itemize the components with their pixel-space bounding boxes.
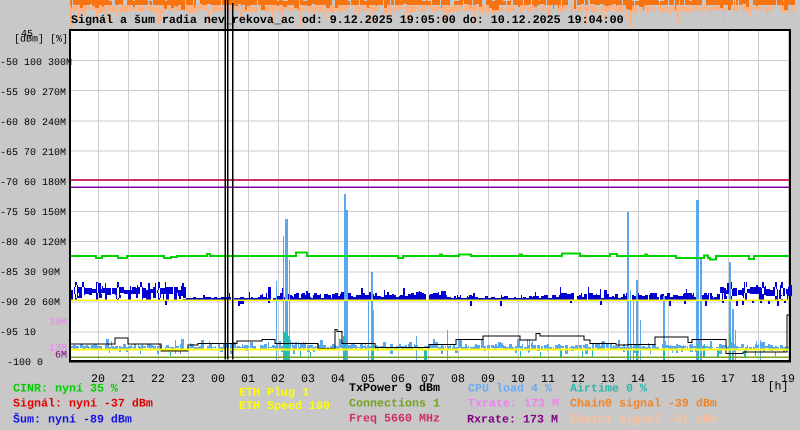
svg-text:23: 23 — [181, 373, 195, 386]
svg-text:-60 80 240M: -60 80 240M — [0, 118, 66, 129]
svg-text:01: 01 — [241, 373, 255, 386]
svg-text:13M: 13M — [49, 344, 67, 355]
svg-text:06: 06 — [391, 373, 405, 386]
svg-text:CINR: nyní 35 %: CINR: nyní 35 % — [13, 382, 118, 396]
svg-text:6M: 6M — [55, 351, 67, 362]
svg-text:ETH Plug 1: ETH Plug 1 — [239, 385, 309, 399]
svg-text:TxPower 9 dBm: TxPower 9 dBm — [349, 381, 440, 395]
svg-text:CPU load 4 %: CPU load 4 % — [468, 382, 552, 396]
svg-text:09: 09 — [481, 373, 495, 386]
svg-text:10: 10 — [511, 373, 525, 386]
svg-text:ETH Speed 100: ETH Speed 100 — [239, 399, 330, 413]
svg-text:08: 08 — [451, 373, 465, 386]
svg-text:07: 07 — [421, 373, 435, 386]
svg-text:03: 03 — [301, 373, 315, 386]
svg-text:Airtime 0 %: Airtime 0 % — [570, 382, 647, 396]
svg-text:-55 90 270M: -55 90 270M — [0, 88, 66, 99]
svg-text:-85 30 90M: -85 30 90M — [0, 268, 60, 279]
svg-text:Signál a šum radia nev_rekova_: Signál a šum radia nev_rekova_ac od: 9.1… — [71, 13, 624, 27]
svg-text:Signál: nyní -37 dBm: Signál: nyní -37 dBm — [13, 397, 153, 411]
svg-text:Freq 5660 MHz: Freq 5660 MHz — [349, 412, 440, 426]
svg-text:Connections 1: Connections 1 — [349, 397, 440, 411]
svg-text:17: 17 — [721, 373, 735, 386]
svg-text:-65 70 210M: -65 70 210M — [0, 148, 66, 159]
svg-text:05: 05 — [361, 373, 375, 386]
svg-text:-70 60 180M: -70 60 180M — [0, 178, 66, 189]
svg-text:Šum: nyní -89 dBm: Šum: nyní -89 dBm — [13, 412, 132, 426]
svg-text:Txrate: 173 M: Txrate: 173 M — [468, 397, 559, 411]
svg-text:12: 12 — [571, 373, 585, 386]
svg-text:14: 14 — [631, 373, 645, 386]
svg-text:[h]: [h] — [768, 381, 789, 394]
svg-text:20: 20 — [91, 373, 105, 386]
svg-text:13: 13 — [601, 373, 615, 386]
svg-text:-75 50 150M: -75 50 150M — [0, 208, 66, 219]
svg-text:16: 16 — [691, 373, 705, 386]
svg-text:15: 15 — [661, 373, 675, 386]
svg-text:-90 20 60M: -90 20 60M — [0, 298, 60, 309]
svg-text:18: 18 — [751, 373, 765, 386]
svg-text:-50 100 300M: -50 100 300M — [0, 58, 72, 69]
svg-text:45: 45 — [21, 29, 33, 40]
svg-text:-95 10: -95 10 — [0, 328, 36, 339]
svg-text:[dBm] [%]: [dBm] [%] — [14, 34, 68, 46]
svg-text:11: 11 — [541, 373, 555, 386]
svg-text:04: 04 — [331, 373, 345, 386]
svg-text:19: 19 — [781, 373, 795, 386]
svg-text:-80 40 120M: -80 40 120M — [0, 238, 66, 249]
svg-text:21: 21 — [121, 373, 135, 386]
svg-text:39M: 39M — [49, 318, 67, 329]
svg-text:00: 00 — [211, 373, 225, 386]
svg-text:-100 0: -100 0 — [7, 358, 43, 369]
svg-text:22: 22 — [151, 373, 165, 386]
svg-text:Rxrate: 173 M: Rxrate: 173 M — [467, 412, 558, 426]
svg-text:02: 02 — [271, 373, 285, 386]
svg-text:Chain0 signal -39 dBm: Chain0 signal -39 dBm — [570, 397, 717, 411]
svg-text:Chain1 signal -41 dBm: Chain1 signal -41 dBm — [570, 412, 717, 426]
